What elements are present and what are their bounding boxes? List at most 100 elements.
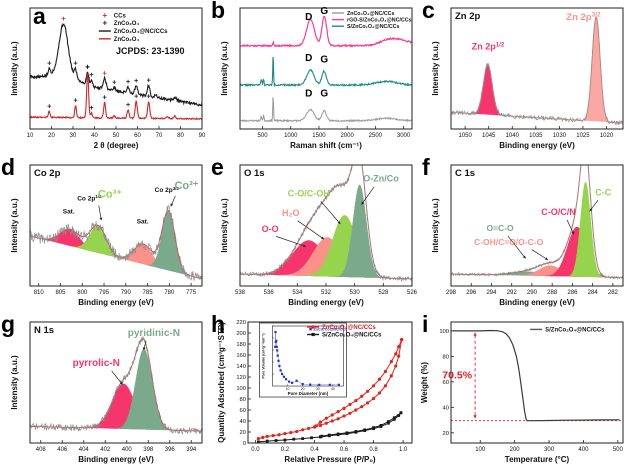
- x-tick-label: 500: [258, 133, 269, 139]
- x-tick-label: 80: [177, 133, 184, 139]
- isotherm-chart: 0.0 0.2 0.4 0.6 0.8 1.0 0 20 40 60 80 100 120 140 160 1…: [217, 320, 413, 464]
- raw-data: [451, 17, 623, 126]
- annotation: C-O/C/N: [541, 207, 576, 217]
- annotation: Zn 2p3/2​: [566, 11, 601, 23]
- y-tick-label: 20: [443, 431, 449, 437]
- y-tick-label: 80: [240, 397, 246, 403]
- label: +: [102, 19, 107, 28]
- xps-chart: 1050 1045 1040 1035 1030 1025 1020 Binding ener…: [431, 7, 624, 150]
- xps-chart: 408 406 404 402 400 398 396 394 Binding energy (…: [10, 321, 203, 464]
- panel-g: g 408 406 404 402 400 398 396 394 Binding energy …: [0, 311, 210, 471]
- x-tick-label: 1000: [284, 133, 298, 139]
- peak-fill: [451, 181, 623, 278]
- x-tick-label: 200: [510, 447, 521, 453]
- xps-chart: 538 536 534 532 530 528 526 Binding energy (eV)…: [220, 164, 418, 307]
- annotation: O-Zn/Co: [363, 173, 399, 183]
- annotation: JCPDS: 23-1390: [116, 46, 185, 56]
- x-tick-label: 404: [79, 447, 90, 453]
- panel-letter-i: i: [422, 311, 429, 337]
- x-axis-label: Relative Pressure (P/P₀): [284, 455, 376, 464]
- axes: 1050 1045 1040 1035 1030 1025 1020 Binding ener…: [431, 7, 624, 150]
- x-tick-label: 1035: [529, 133, 543, 139]
- annotation: Co³⁺: [174, 180, 198, 192]
- axes: 500 1000 1500 2000 2500 3000 Raman shift (cm⁻¹…: [220, 7, 413, 150]
- y-axis-label: Intensity (a.u.): [10, 41, 19, 96]
- legend-label: CCs: [114, 13, 127, 19]
- xps-chart: 298 296 294 292 290 288 286 284 282 Binding energ…: [431, 164, 624, 307]
- x-tick-label: 282: [608, 290, 619, 296]
- x-tick-label: 0.0: [251, 447, 260, 453]
- legend-label: ZnCo₂O₄@NC/CCs: [322, 325, 376, 331]
- y-tick-label: 20: [240, 430, 246, 436]
- peak-marker: +: [102, 92, 107, 101]
- x-tick-label: 400: [122, 447, 133, 453]
- y-tick-label: 120: [236, 375, 246, 381]
- annotation: Zn 2p1/2​: [472, 41, 505, 51]
- y-axis-label: Intensity (a.u.): [220, 41, 229, 96]
- x-axis-label: Binding energy (eV): [499, 298, 575, 307]
- y-axis-label: Weight (%): [421, 362, 429, 404]
- peak-fill: [240, 215, 412, 279]
- y-tick-label: 100: [439, 329, 449, 335]
- inset-x-tick: 30: [316, 387, 320, 391]
- x-tick-label: 0.2: [281, 447, 290, 453]
- panel-f: f 298 296 294 292 290 288 286 284 282 Binding ener…: [421, 154, 631, 314]
- annotation: O-O: [262, 224, 279, 234]
- inset-x-tick: 20: [301, 387, 305, 391]
- panel-letter-c: c: [422, 0, 435, 23]
- peak-marker: +: [85, 62, 90, 71]
- series-2: [258, 412, 402, 443]
- legend-label: ZnCo₂O₄: [114, 37, 140, 43]
- raw-data: [30, 336, 202, 435]
- tga-curve: [452, 329, 620, 422]
- peak-marker: +: [134, 76, 139, 85]
- x-tick-label: 70: [156, 133, 163, 139]
- y-tick-label: 60: [240, 408, 246, 414]
- annotation: pyrrolic-N: [73, 358, 120, 369]
- raw-data: [30, 205, 202, 281]
- x-tick-label: 785: [143, 290, 154, 296]
- axes: 100 200 300 400 500 20 40 60 80 100 Temperature (°…: [421, 321, 624, 464]
- panel-title: Co 2p: [34, 168, 61, 179]
- x-axis-label: 2 θ (degree): [94, 141, 139, 150]
- plot-area: [240, 165, 412, 282]
- panel-letter-h: h: [211, 311, 226, 337]
- y-tick-label: 40: [443, 405, 449, 411]
- y-tick-label: 220: [236, 320, 246, 326]
- x-tick-label: 10: [27, 133, 34, 139]
- x-tick-label: 1050: [458, 133, 472, 139]
- x-tick-label: 406: [57, 447, 68, 453]
- panel-title: N 1s: [34, 325, 54, 336]
- peak-marker: +: [102, 68, 107, 77]
- peak-marker: +: [73, 96, 78, 105]
- x-tick-label: 1030: [553, 133, 567, 139]
- x-tick-label: 795: [99, 290, 110, 296]
- y-tick-label: 100: [236, 386, 246, 392]
- annotation: C-C: [595, 187, 611, 197]
- inset-y-label: Pore Volume (cm³g⁻¹nm⁻¹): [261, 333, 265, 379]
- y-axis-label: Intensity (a.u.): [10, 198, 19, 253]
- peak-marker: +: [112, 78, 117, 87]
- peak-fill: [451, 64, 623, 123]
- x-tick-label: 300: [544, 447, 555, 453]
- x-tick-label: 40: [91, 133, 98, 139]
- x-tick-label: 0.4: [310, 447, 319, 453]
- annotation: Co 2p1/2​: [77, 194, 102, 202]
- legend-label: ZnCo₂O₄@NC/CCs: [114, 29, 168, 35]
- series-1: [240, 56, 412, 88]
- peak-marker: +: [47, 102, 52, 111]
- panel-title: O 1s: [244, 168, 265, 179]
- peak-marker: +: [126, 100, 131, 109]
- x-tick-label: 100: [475, 447, 486, 453]
- x-tick-label: 1500: [312, 133, 326, 139]
- annotation: C-O/C-OH: [288, 188, 330, 198]
- y-axis-label: Intensity (a.u.): [220, 198, 229, 253]
- raw-data: [240, 165, 412, 282]
- xps-chart: 810 805 800 795 790 785 780 775 Binding energy (…: [10, 164, 203, 307]
- x-axis-label: Temperature (°C): [505, 455, 570, 464]
- peak-fill: [30, 383, 202, 432]
- x-tick-label: 296: [466, 290, 477, 296]
- panel-letter-g: g: [1, 311, 16, 337]
- x-tick-label: 805: [55, 290, 66, 296]
